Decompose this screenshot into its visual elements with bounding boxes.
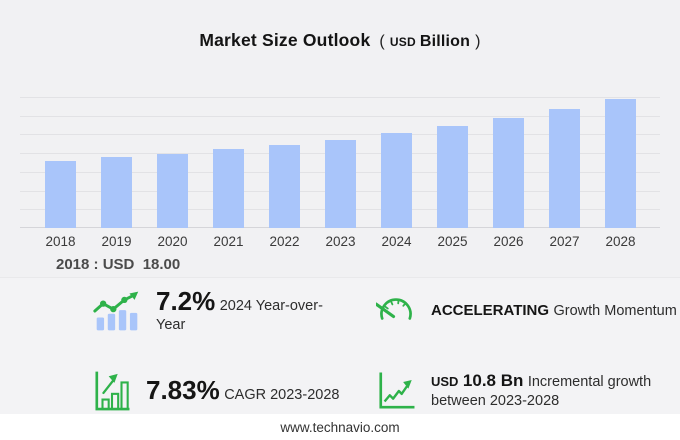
bar-chart-plot [20, 97, 660, 228]
stat-yoy-text: 7.2% 2024 Year-over-Year [156, 285, 340, 335]
yoy-value: 7.2% [156, 285, 216, 316]
stat-yoy: 7.2% 2024 Year-over-Year [0, 284, 340, 338]
website-url: www.technavio.com [280, 419, 400, 435]
gridline [20, 134, 660, 136]
gridline [20, 115, 660, 117]
incremental-value-line: USD 10.8 Bn [431, 371, 528, 391]
title-open-paren: ( [379, 33, 385, 50]
bar-2027 [549, 108, 580, 228]
x-label-2025: 2025 [437, 234, 468, 249]
footer-bar: www.technavio.com [0, 414, 680, 440]
stat-momentum: ACCELERATING Growth Momentum [340, 284, 680, 338]
stat-cagr: 7.83% CAGR 2023-2028 [0, 362, 340, 420]
x-label-2026: 2026 [493, 234, 524, 249]
incremental-value: 10.8 Bn [462, 371, 524, 391]
stats-row-2: 7.83% CAGR 2023-2028 USD 10.8 Bn Increme… [0, 362, 680, 420]
bar-chart-growth-icon [93, 369, 131, 413]
bar-2026 [493, 117, 524, 228]
x-label-2018: 2018 [45, 234, 76, 249]
stat-incremental: USD 10.8 Bn Incremental growth between 2… [340, 362, 680, 420]
x-label-2022: 2022 [269, 234, 300, 249]
incremental-label-line1: Incremental growth [527, 374, 652, 391]
bar-2024 [381, 133, 412, 228]
bar-2018 [45, 160, 76, 228]
title-currency: USD [389, 35, 416, 49]
bar-2028 [605, 99, 636, 228]
cagr-label: CAGR 2023-2028 [224, 387, 340, 404]
cagr-value: 7.83% [146, 375, 220, 406]
title-main: Market Size Outlook [199, 30, 371, 50]
section-divider [0, 277, 680, 278]
line-chart-growth-icon [376, 370, 416, 412]
x-label-2021: 2021 [213, 234, 244, 249]
x-label-2027: 2027 [549, 234, 580, 249]
incremental-currency: USD [431, 374, 459, 390]
stats-background [0, 278, 680, 414]
x-label-2024: 2024 [381, 234, 412, 249]
x-label-2023: 2023 [325, 234, 356, 249]
title-unit: Billion [419, 33, 471, 50]
chart-bars [20, 97, 660, 228]
chart-x-labels: 2018 2019 2020 2021 2022 2023 2024 2025 2026 2027… [20, 234, 660, 249]
stat-momentum-text: ACCELERATING Growth Momentum [431, 302, 677, 321]
stat-cagr-text: 7.83% CAGR 2023-2028 [146, 375, 340, 406]
stats-row-1: 7.2% 2024 Year-over-Year ACCELERATING Gr… [0, 284, 680, 338]
bar-2021 [213, 149, 244, 228]
bar-2022 [269, 144, 300, 228]
gridline [20, 97, 660, 98]
momentum-label: Growth Momentum [553, 302, 677, 319]
bar-2023 [325, 139, 356, 228]
x-label-2028: 2028 [605, 234, 636, 249]
title-close-paren: ) [475, 33, 481, 50]
bar-chart-trend-icon [93, 290, 141, 332]
x-label-2020: 2020 [157, 234, 188, 249]
stat-incremental-text: USD 10.8 Bn Incremental growth between 2… [431, 371, 680, 411]
yoy-label: 2024 Year-over-Year [156, 297, 323, 333]
momentum-value: ACCELERATING [431, 301, 550, 319]
bar-2025 [437, 125, 468, 228]
base-year-annotation: 2018 : USD 18.00 [56, 256, 181, 273]
bar-2019 [101, 157, 132, 228]
speedometer-icon [376, 293, 416, 329]
incremental-label-line2: between 2023-2028 [431, 393, 560, 409]
x-label-2019: 2019 [101, 234, 132, 249]
page-title: Market Size Outlook ( USD Billion) [0, 30, 680, 51]
bar-2020 [157, 153, 188, 228]
